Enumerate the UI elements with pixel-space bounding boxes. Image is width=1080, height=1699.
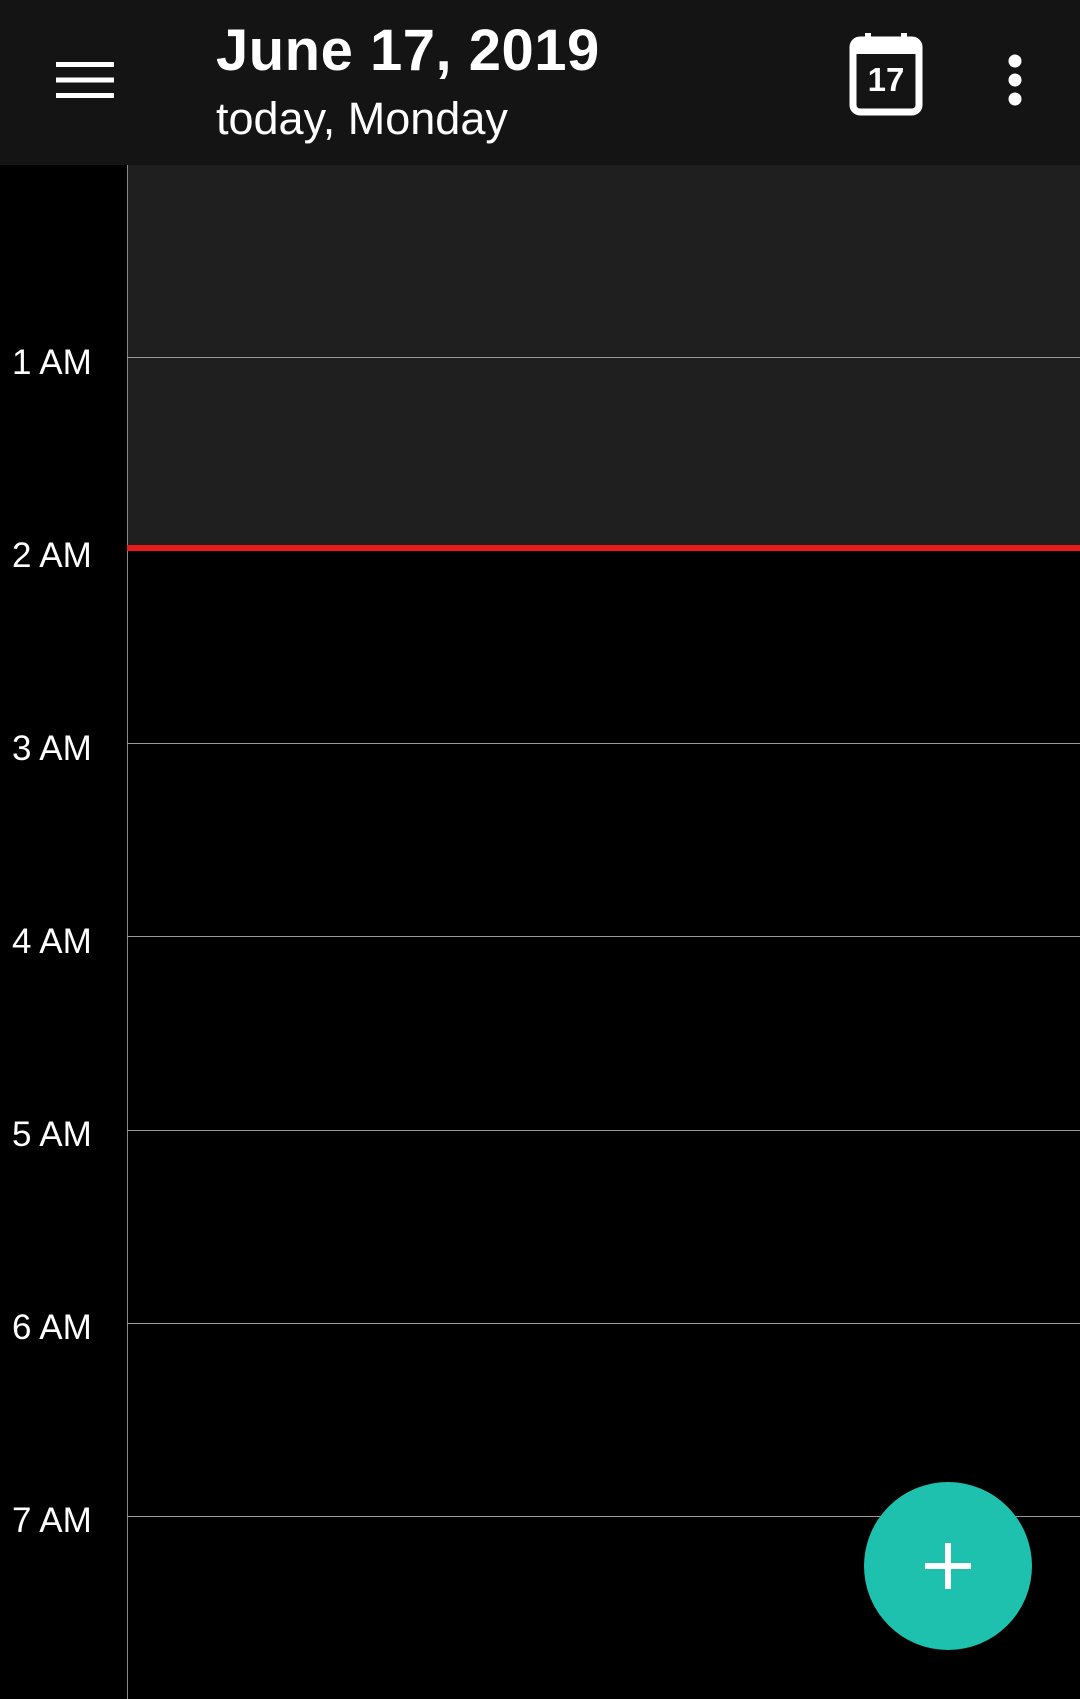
hour-line-1am <box>127 357 1080 358</box>
today-button[interactable]: 17 <box>843 30 933 120</box>
hour-label: 7 AM <box>12 1501 92 1540</box>
time-column-divider <box>127 165 128 1699</box>
menu-button[interactable] <box>40 35 130 125</box>
hamburger-menu-icon <box>56 62 114 98</box>
day-grid[interactable]: 1 AM 2 AM 3 AM 4 AM 5 AM 6 AM 7 AM <box>0 165 1080 1699</box>
hour-label: 4 AM <box>12 922 92 961</box>
plus-icon <box>925 1543 971 1589</box>
more-vertical-icon <box>1008 54 1022 106</box>
hour-line-4am <box>127 936 1080 937</box>
current-time-indicator <box>127 545 1080 551</box>
page-subtitle: today, Monday <box>216 93 508 144</box>
date-header[interactable]: June 17, 2019 today, Monday <box>216 18 600 148</box>
hour-line-3am <box>127 743 1080 744</box>
today-day-number: 17 <box>867 61 905 98</box>
hour-label: 5 AM <box>12 1115 92 1154</box>
add-event-button[interactable] <box>864 1482 1032 1650</box>
hour-line-5am <box>127 1130 1080 1131</box>
more-options-button[interactable] <box>990 35 1040 125</box>
hour-line-7am <box>127 1516 1080 1517</box>
hour-line-6am <box>127 1323 1080 1324</box>
past-time-shade <box>127 165 1080 546</box>
hour-label: 6 AM <box>12 1308 92 1347</box>
hour-label: 2 AM <box>12 536 92 575</box>
app-bar: June 17, 2019 today, Monday 17 <box>0 0 1080 165</box>
hour-label: 3 AM <box>12 729 92 768</box>
calendar-today-icon <box>849 33 923 116</box>
hour-label: 1 AM <box>12 343 92 382</box>
page-title: June 17, 2019 <box>216 18 600 83</box>
